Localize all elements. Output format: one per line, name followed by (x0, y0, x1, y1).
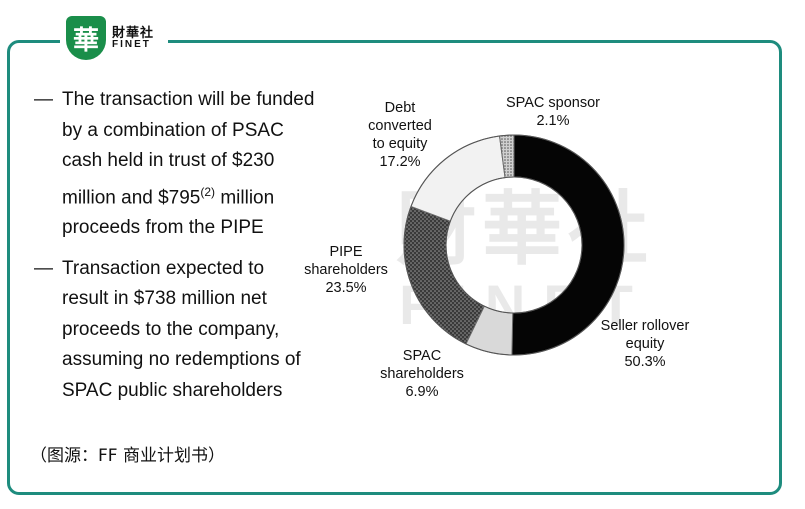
bullet-line: SPAC public shareholders (62, 379, 283, 401)
slice-label: SPAC sponsor 2.1% (506, 95, 600, 129)
logo-mark: 華 (66, 16, 106, 60)
bullet-item: — The transaction will be funded by a co… (34, 85, 354, 244)
bullet-line: million and $795(2) million (62, 184, 275, 208)
slice-label: Seller rollover equity 50.3% (601, 318, 690, 370)
bullet-line: Transaction expected to (62, 257, 265, 279)
bullet-line: cash held in trust of $230 (62, 150, 275, 171)
finet-logo: 華 財華社 FINET (60, 12, 169, 64)
bullet-list: — The transaction will be funded by a co… (34, 85, 354, 416)
bullet-dash: — (34, 257, 53, 279)
logo-name-en: FINET (112, 38, 151, 50)
donut-slice-pipe-shareholders (403, 205, 485, 345)
bullet-line: result in $738 million net (62, 288, 267, 310)
bullet-line: by a combination of PSAC (62, 119, 284, 141)
logo-name-cn: 財華社 (112, 24, 155, 40)
bullet-item: — Transaction expected to result in $738… (34, 254, 354, 407)
bullet-dash: — (34, 89, 53, 110)
slice-label: Debt converted to equity 17.2% (368, 100, 432, 170)
donut-ring (403, 134, 625, 356)
bullet-line: The transaction will be funded (62, 89, 315, 110)
content-frame (7, 40, 782, 495)
footnote-ref: (2) (200, 184, 216, 199)
bullet-line: proceeds to the company, (62, 318, 280, 340)
bullet-line: proceeds from the PIPE (62, 217, 264, 239)
donut-ring (445, 176, 583, 314)
slice-label: SPAC shareholders 6.9% (380, 348, 464, 400)
bullet-line: assuming no redemptions of (62, 349, 301, 371)
slice-label: PIPE shareholders 23.5% (304, 244, 388, 296)
source-caption: （图源：FF 商业计划书） (30, 446, 225, 466)
